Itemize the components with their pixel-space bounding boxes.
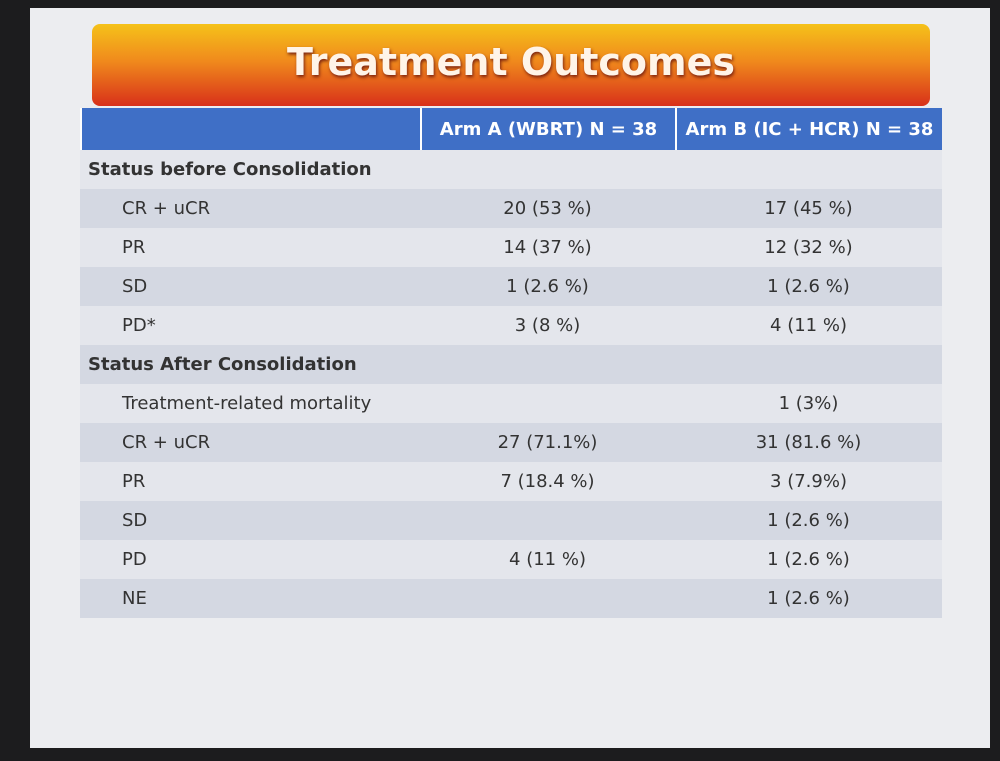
arm-a-cell: 1 (2.6 %) [420, 267, 675, 306]
row-label: SD [80, 267, 420, 306]
arm-a-cell: 20 (53 %) [420, 189, 675, 228]
arm-b-cell: 1 (2.6 %) [675, 267, 942, 306]
arm-a-cell: 14 (37 %) [420, 228, 675, 267]
title: Treatment Outcomes [286, 40, 736, 84]
title-banner: Treatment Outcomes [92, 24, 930, 106]
row-label: CR + uCR [80, 423, 420, 462]
arm-a-cell [420, 150, 675, 189]
arm-a-cell: 3 (8 %) [420, 306, 675, 345]
arm-b-cell: 12 (32 %) [675, 228, 942, 267]
arm-b-cell [675, 150, 942, 189]
header-blank [80, 108, 420, 150]
row-label: NE [80, 579, 420, 618]
arm-b-cell: 1 (2.6 %) [675, 501, 942, 540]
arm-b-cell: 1 (3%) [675, 384, 942, 423]
arm-b-cell: 31 (81.6 %) [675, 423, 942, 462]
arm-a-cell: 27 (71.1%) [420, 423, 675, 462]
row-label: PD* [80, 306, 420, 345]
column-header: Arm A (WBRT) N = 38 [420, 108, 675, 150]
row-label: PR [80, 462, 420, 501]
arm-b-cell: 3 (7.9%) [675, 462, 942, 501]
arm-a-cell: 4 (11 %) [420, 540, 675, 579]
arm-a-cell [420, 501, 675, 540]
arm-a-cell [420, 579, 675, 618]
arm-b-cell [675, 345, 942, 384]
column-header: Arm B (IC + HCR) N = 38 [675, 108, 942, 150]
row-label: PR [80, 228, 420, 267]
arm-a-cell [420, 345, 675, 384]
row-label: SD [80, 501, 420, 540]
arm-b-cell: 1 (2.6 %) [675, 540, 942, 579]
row-label: Treatment-related mortality [80, 384, 420, 423]
row-label: CR + uCR [80, 189, 420, 228]
row-label: PD [80, 540, 420, 579]
section-label: Status After Consolidation [80, 345, 420, 384]
arm-b-cell: 17 (45 %) [675, 189, 942, 228]
arm-b-cell: 1 (2.6 %) [675, 579, 942, 618]
arm-b-cell: 4 (11 %) [675, 306, 942, 345]
arm-a-cell [420, 384, 675, 423]
section-label: Status before Consolidation [80, 150, 420, 189]
arm-a-cell: 7 (18.4 %) [420, 462, 675, 501]
